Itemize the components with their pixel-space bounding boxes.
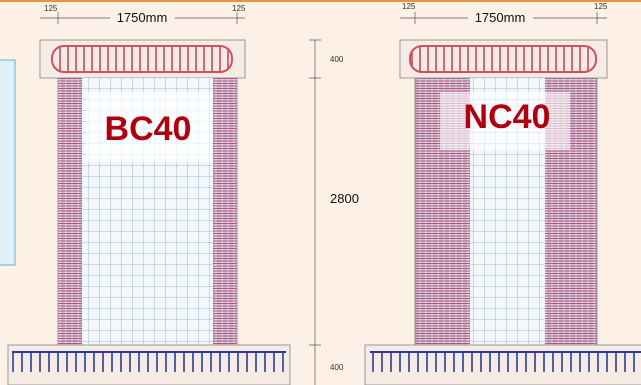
specimen-nc40 bbox=[365, 40, 641, 385]
dim-right: 125 bbox=[232, 4, 246, 13]
dim-width: 1750mm bbox=[117, 10, 168, 25]
beam-rebar bbox=[410, 46, 596, 72]
dim-left: 125 bbox=[44, 4, 58, 13]
specimen-label: BC40 bbox=[105, 110, 192, 148]
specimen-bc40 bbox=[8, 40, 290, 385]
boundary-column bbox=[213, 78, 237, 345]
beam-rebar bbox=[52, 46, 232, 72]
base-rebar bbox=[12, 352, 286, 372]
dim-right: 125 bbox=[594, 2, 608, 11]
base-rebar bbox=[370, 352, 641, 372]
dim-vertical: 400 bbox=[330, 55, 344, 64]
dim-left: 125 bbox=[402, 2, 416, 11]
page: {"specimens": [ {"label": "BC40", "dimen… bbox=[0, 0, 641, 385]
diagram: 125 1750mm 125 125 1750mm 125 400 2800 4… bbox=[0, 0, 641, 385]
dim-vertical: 400 bbox=[330, 363, 344, 372]
dim-width: 1750mm bbox=[475, 10, 526, 25]
dim-vertical: 2800 bbox=[330, 191, 359, 206]
specimen-label: NC40 bbox=[464, 98, 551, 136]
side-panel bbox=[0, 60, 15, 265]
boundary-column bbox=[58, 78, 82, 345]
